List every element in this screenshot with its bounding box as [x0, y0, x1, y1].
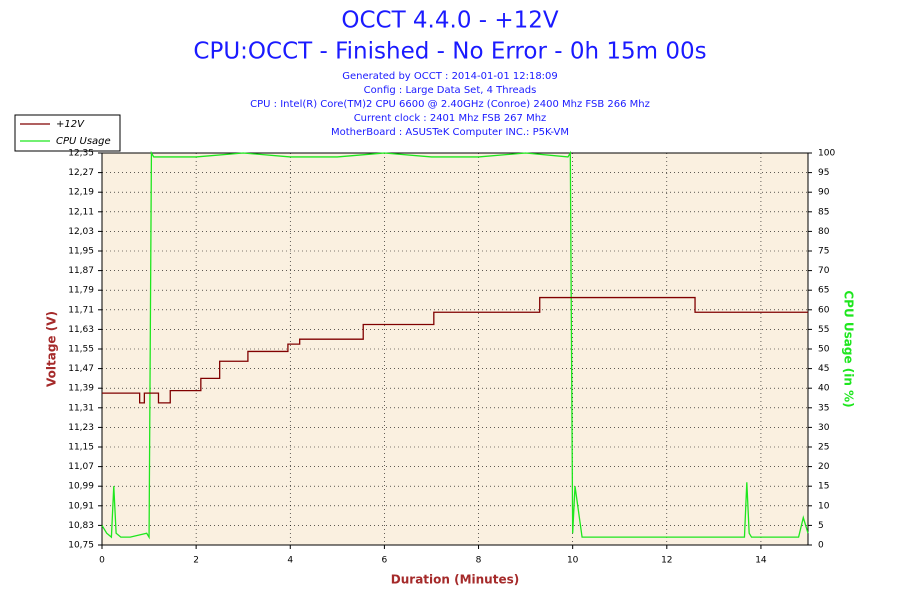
- y-tick-label: 10,99: [68, 482, 94, 492]
- y-tick-label: 12,11: [68, 207, 94, 217]
- y-tick-label: 11,07: [68, 462, 94, 472]
- y2-tick-label: 50: [818, 345, 830, 355]
- info-line: CPU : Intel(R) Core(TM)2 CPU 6600 @ 2.40…: [250, 99, 650, 110]
- y2-tick-label: 10: [818, 501, 830, 511]
- y2-tick-label: 5: [818, 521, 824, 531]
- y2-tick-label: 85: [818, 207, 829, 217]
- y-tick-label: 11,47: [68, 364, 94, 374]
- y2-tick-label: 55: [818, 325, 829, 335]
- info-line: Current clock : 2401 Mhz FSB 267 Mhz: [354, 113, 547, 124]
- x-tick-label: 6: [382, 556, 388, 566]
- y-tick-label: 11,31: [68, 403, 94, 413]
- y2-tick-label: 30: [818, 423, 830, 433]
- y-tick-label: 10,83: [68, 521, 94, 531]
- chart-subtitle: CPU:OCCT - Finished - No Error - 0h 15m …: [193, 39, 706, 65]
- y-tick-label: 12,27: [68, 168, 94, 178]
- y-tick-label: 10,91: [68, 501, 94, 511]
- y-tick-label: 10,75: [68, 541, 94, 551]
- y-tick-label: 11,95: [68, 247, 94, 257]
- y2-tick-label: 0: [818, 541, 824, 551]
- y2-tick-label: 75: [818, 247, 829, 257]
- info-line: Config : Large Data Set, 4 Threads: [364, 85, 537, 96]
- y-tick-label: 11,63: [68, 325, 94, 335]
- y-tick-label: 12,03: [68, 227, 94, 237]
- y-tick-label: 11,15: [68, 443, 94, 453]
- x-tick-label: 14: [755, 556, 767, 566]
- y-tick-label: 12,19: [68, 188, 94, 198]
- x-tick-label: 8: [476, 556, 482, 566]
- y2-tick-label: 60: [818, 305, 830, 315]
- y-tick-label: 11,39: [68, 384, 94, 394]
- x-tick-label: 10: [567, 556, 579, 566]
- y2-tick-label: 65: [818, 286, 829, 296]
- y-tick-label: 12,35: [68, 149, 94, 159]
- y-tick-label: 11,55: [68, 345, 94, 355]
- data-line: [102, 296, 808, 404]
- chart-title: OCCT 4.4.0 - +12V: [341, 8, 559, 34]
- y2-axis-label: CPU Usage (in %): [842, 290, 856, 407]
- x-tick-label: 0: [99, 556, 105, 566]
- legend-label: +12V: [56, 119, 85, 130]
- legend-label: CPU Usage: [56, 136, 111, 147]
- y2-tick-label: 35: [818, 403, 829, 413]
- y-tick-label: 11,23: [68, 423, 94, 433]
- y2-tick-label: 40: [818, 384, 830, 394]
- x-axis-label: Duration (Minutes): [391, 573, 519, 587]
- info-line: MotherBoard : ASUSTeK Computer INC.: P5K…: [331, 127, 569, 138]
- y2-tick-label: 20: [818, 462, 830, 472]
- y2-tick-label: 80: [818, 227, 830, 237]
- y2-tick-label: 95: [818, 168, 829, 178]
- y-axis-label: Voltage (V): [45, 311, 59, 387]
- y-tick-label: 11,79: [68, 286, 94, 296]
- y-tick-label: 11,87: [68, 266, 94, 276]
- y2-tick-label: 70: [818, 266, 830, 276]
- y-tick-label: 11,71: [68, 305, 94, 315]
- data-line: [101, 150, 809, 540]
- plot-frame: [101, 152, 809, 546]
- y2-tick-label: 45: [818, 364, 829, 374]
- x-tick-label: 4: [287, 556, 293, 566]
- x-tick-label: 2: [193, 556, 199, 566]
- y2-tick-label: 90: [818, 188, 830, 198]
- y2-tick-label: 25: [818, 443, 829, 453]
- y2-tick-label: 15: [818, 482, 829, 492]
- legend-box: [14, 114, 121, 152]
- x-tick-label: 12: [661, 556, 672, 566]
- info-line: Generated by OCCT : 2014-01-01 12:18:09: [342, 71, 558, 82]
- y2-tick-label: 100: [818, 149, 835, 159]
